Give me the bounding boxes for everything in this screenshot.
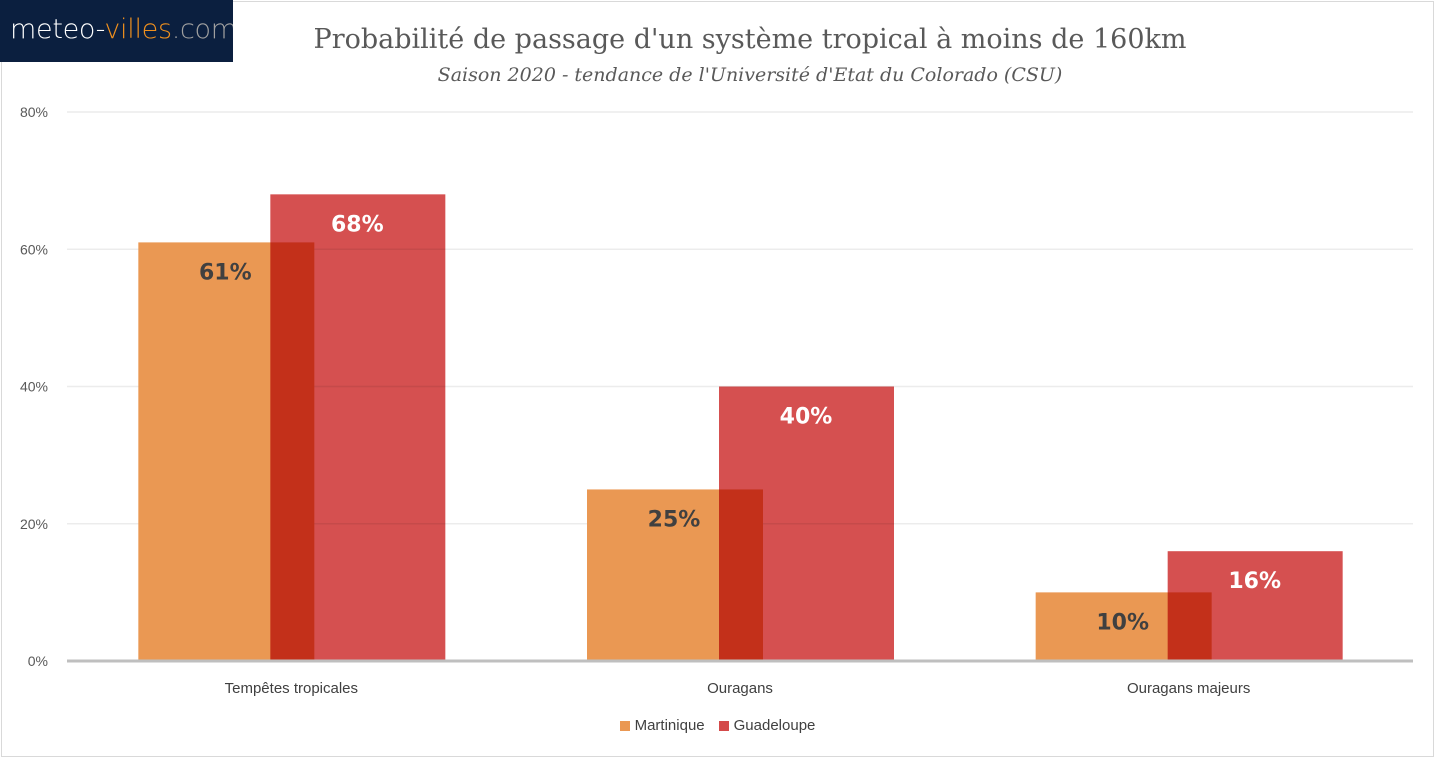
legend-item-guadeloupe: Guadeloupe xyxy=(718,717,816,734)
data-label: 61% xyxy=(199,260,252,285)
data-label: 10% xyxy=(1096,610,1149,635)
bar-guadeloupe xyxy=(1167,551,1343,661)
data-label: 25% xyxy=(648,507,701,532)
logo-text-2: villes xyxy=(104,14,172,45)
legend-swatch xyxy=(718,720,729,731)
y-tick-label: 20% xyxy=(20,516,48,532)
y-tick-label: 80% xyxy=(20,104,48,120)
y-tick-label: 60% xyxy=(20,241,48,257)
y-tick-label: 40% xyxy=(20,379,48,395)
bar-guadeloupe xyxy=(270,194,446,661)
data-label: 40% xyxy=(780,405,833,430)
chart-title: Probabilité de passage d'un système trop… xyxy=(313,24,1187,55)
y-tick-label: 0% xyxy=(28,653,48,669)
legend-swatch xyxy=(619,720,630,731)
x-tick-label: Ouragans majeurs xyxy=(1127,680,1250,697)
logo-text-3: .com xyxy=(171,14,237,45)
legend-label: Martinique xyxy=(634,717,705,734)
legend-label: Guadeloupe xyxy=(733,717,816,734)
chart-subtitle: Saison 2020 - tendance de l'Université d… xyxy=(437,64,1063,86)
x-tick-label: Tempêtes tropicales xyxy=(225,680,358,697)
legend-item-martinique: Martinique xyxy=(619,717,705,734)
data-label: 16% xyxy=(1228,569,1281,594)
logo: meteo-villes.com xyxy=(0,0,233,62)
data-label: 68% xyxy=(331,212,384,237)
logo-text-1: meteo- xyxy=(10,14,105,45)
bar-guadeloupe xyxy=(719,386,894,661)
x-tick-label: Ouragans xyxy=(707,680,773,697)
legend: Martinique Guadeloupe xyxy=(0,717,1435,734)
